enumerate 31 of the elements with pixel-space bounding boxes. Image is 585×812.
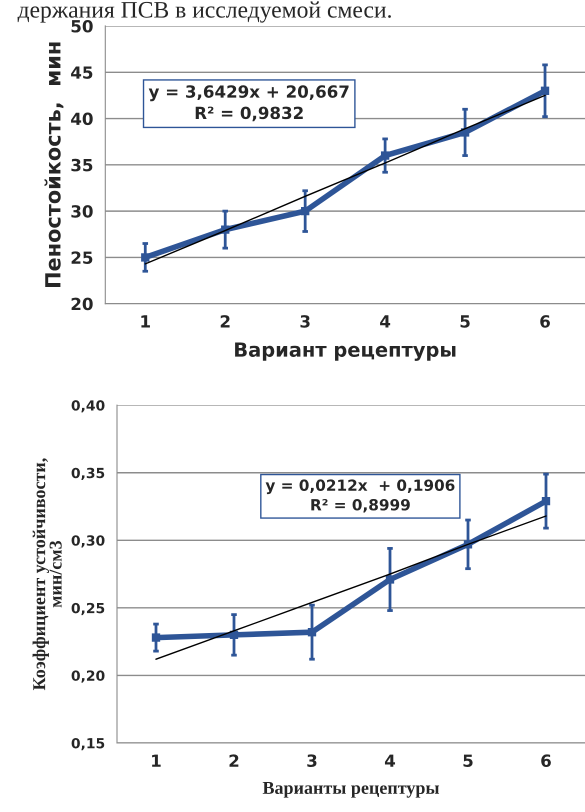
x-tick-label: 3 <box>307 754 316 767</box>
x-tick-label: 5 <box>460 315 470 328</box>
y-tick-label: 30 <box>71 205 93 218</box>
y-tick-label: 0,30 <box>72 535 105 548</box>
x-tick-label: 1 <box>141 315 150 328</box>
x-tick-label: 3 <box>300 315 310 328</box>
line-series <box>155 515 547 660</box>
x-tick-label: 4 <box>384 754 396 767</box>
x-tick-label: 2 <box>220 315 230 328</box>
x-tick-label: 5 <box>463 754 473 767</box>
x-axis-title: Варианты рецептуры <box>262 782 440 798</box>
y-tick-label: 0,25 <box>72 602 104 616</box>
annotation: y = 3,6429x + 20,667 R² = 0,9832 <box>148 85 349 122</box>
x-tick-label: 6 <box>540 315 550 328</box>
y-axis-title: Коэффициент устойчивости, мин/см3 <box>32 458 62 690</box>
y-tick-label: 0,40 <box>72 400 105 412</box>
x-tick-label: 2 <box>230 754 238 767</box>
y-tick-label: 40 <box>71 112 93 126</box>
y-tick-label: 25 <box>72 251 92 264</box>
y-tick-label: 0,15 <box>72 738 104 750</box>
y-tick-label: 0,35 <box>72 468 104 480</box>
y-tick-label: 35 <box>71 158 92 172</box>
annotation: y = 0,0212x + 0,1906 R² = 0,8999 <box>266 479 454 512</box>
y-tick-label: 45 <box>71 66 92 79</box>
y-tick-label: 20 <box>72 298 93 310</box>
y-tick-label: 0,20 <box>72 670 105 683</box>
x-tick-label: 4 <box>380 315 390 328</box>
x-axis-title: Вариант рецептуры <box>235 342 456 361</box>
x-tick-label: 1 <box>152 754 161 767</box>
x-tick-label: 6 <box>541 754 551 767</box>
y-axis-title: Пеностойкость, мин <box>44 42 64 287</box>
